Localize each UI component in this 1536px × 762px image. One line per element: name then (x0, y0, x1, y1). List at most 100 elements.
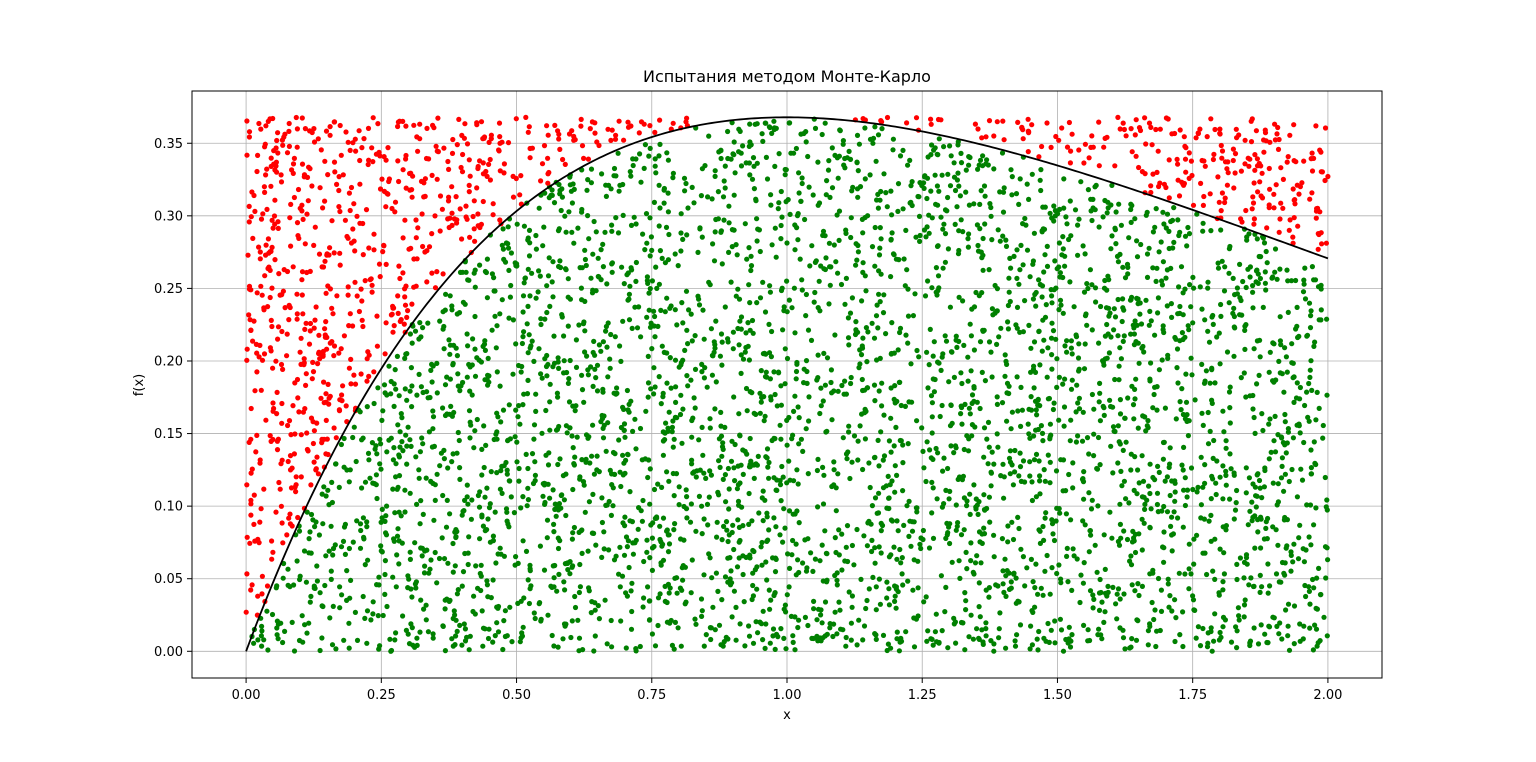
point-under-curve (831, 482, 837, 488)
point-over-curve (1271, 205, 1277, 211)
point-under-curve (994, 394, 1000, 400)
point-under-curve (1113, 601, 1119, 607)
point-under-curve (707, 468, 713, 474)
point-under-curve (471, 270, 477, 276)
point-over-curve (1231, 185, 1237, 191)
point-under-curve (657, 205, 663, 211)
point-over-curve (268, 183, 274, 189)
point-under-curve (1165, 352, 1171, 358)
point-under-curve (596, 342, 603, 348)
point-under-curve (808, 550, 814, 556)
point-under-curve (1182, 334, 1188, 340)
point-under-curve (916, 213, 923, 219)
point-under-curve (1169, 217, 1176, 223)
point-under-curve (1016, 281, 1022, 287)
point-under-curve (304, 509, 310, 515)
point-over-curve (1224, 182, 1230, 188)
point-under-curve (670, 170, 677, 176)
point-under-curve (1147, 308, 1153, 314)
point-under-curve (599, 495, 605, 501)
point-under-curve (416, 475, 422, 481)
point-under-curve (1157, 627, 1163, 634)
point-under-curve (724, 527, 730, 533)
point-under-curve (562, 213, 568, 219)
point-under-curve (1111, 428, 1117, 434)
point-under-curve (763, 454, 769, 460)
point-under-curve (767, 289, 774, 295)
point-under-curve (472, 373, 479, 379)
point-under-curve (1120, 447, 1126, 453)
point-under-curve (1098, 632, 1104, 638)
point-under-curve (590, 383, 596, 389)
point-under-curve (1007, 459, 1014, 465)
point-under-curve (1160, 439, 1167, 446)
point-over-curve (1318, 230, 1324, 236)
point-under-curve (1167, 492, 1173, 499)
point-over-curve (294, 376, 301, 383)
point-over-curve (1256, 160, 1262, 167)
point-over-curve (316, 332, 322, 338)
point-under-curve (754, 160, 760, 166)
point-under-curve (379, 506, 385, 512)
point-over-curve (274, 389, 280, 395)
point-over-curve (435, 115, 441, 121)
point-under-curve (1075, 400, 1081, 406)
point-under-curve (984, 436, 990, 442)
point-under-curve (660, 452, 667, 458)
point-under-curve (1076, 366, 1082, 372)
point-under-curve (844, 456, 850, 462)
point-over-curve (467, 234, 473, 240)
point-under-curve (838, 281, 845, 288)
point-under-curve (378, 441, 384, 447)
point-under-curve (876, 252, 883, 258)
point-under-curve (1128, 553, 1134, 559)
point-over-curve (258, 506, 264, 512)
point-under-curve (1115, 259, 1121, 265)
point-under-curve (485, 635, 492, 642)
point-under-curve (626, 564, 632, 571)
point-under-curve (1117, 521, 1123, 528)
point-under-curve (820, 501, 827, 507)
point-under-curve (1089, 282, 1095, 288)
point-under-curve (1049, 517, 1055, 523)
point-under-curve (1194, 211, 1200, 217)
point-under-curve (1114, 253, 1121, 259)
point-over-curve (1053, 133, 1059, 140)
point-under-curve (763, 154, 770, 160)
point-over-curve (395, 123, 401, 130)
point-under-curve (889, 320, 895, 326)
point-under-curve (544, 373, 550, 379)
point-under-curve (911, 615, 917, 621)
point-under-curve (908, 361, 914, 367)
point-under-curve (1156, 469, 1162, 475)
point-over-curve (1188, 158, 1194, 164)
point-under-curve (1312, 339, 1318, 345)
point-over-curve (362, 278, 368, 284)
point-under-curve (872, 263, 878, 269)
point-under-curve (818, 607, 824, 613)
point-under-curve (1223, 445, 1229, 451)
point-over-curve (972, 121, 979, 127)
point-over-curve (385, 145, 391, 151)
point-under-curve (1056, 562, 1062, 568)
point-under-curve (867, 484, 873, 491)
point-under-curve (1308, 447, 1314, 453)
point-under-curve (1052, 618, 1058, 624)
point-under-curve (824, 579, 830, 585)
point-under-curve (402, 487, 408, 493)
point-under-curve (1323, 575, 1329, 581)
point-under-curve (1294, 323, 1300, 329)
point-under-curve (977, 157, 984, 163)
point-under-curve (1047, 591, 1053, 597)
point-over-curve (365, 161, 371, 168)
point-over-curve (1193, 135, 1199, 141)
point-under-curve (877, 225, 883, 231)
point-under-curve (558, 207, 564, 214)
point-under-curve (518, 369, 524, 375)
point-under-curve (1285, 429, 1291, 435)
point-under-curve (748, 458, 754, 464)
point-under-curve (670, 175, 676, 181)
point-under-curve (859, 298, 865, 304)
point-under-curve (836, 208, 843, 214)
point-under-curve (1011, 253, 1017, 259)
